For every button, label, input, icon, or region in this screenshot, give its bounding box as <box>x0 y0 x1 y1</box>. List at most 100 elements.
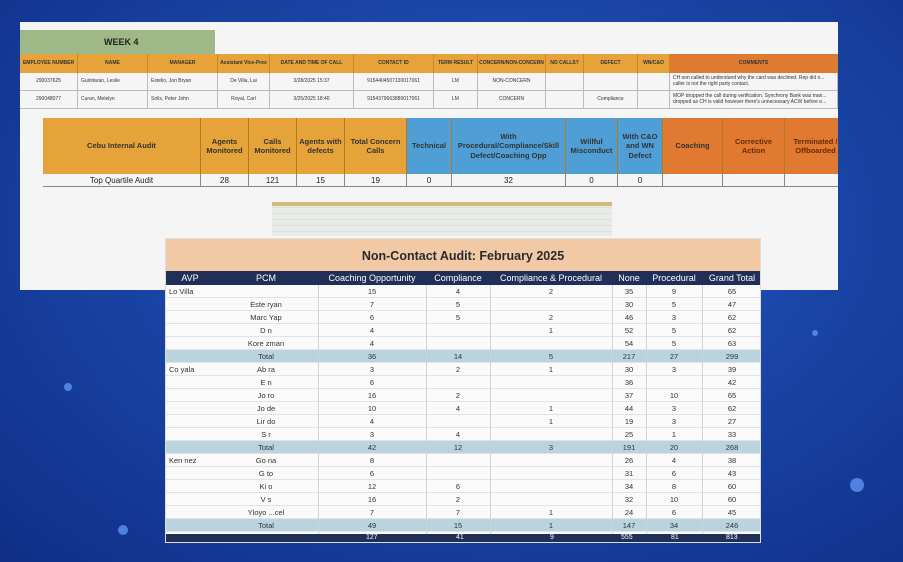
summary-header-willful[interactable]: Willful Misconduct <box>566 118 618 174</box>
audit-cell-none[interactable]: 217 <box>612 350 646 363</box>
audit-cell-co[interactable]: 16 <box>318 493 426 506</box>
audit-cell-proc[interactable]: 6 <box>646 506 702 519</box>
audit-cell-avp[interactable] <box>166 402 214 415</box>
audit-cell-gt[interactable]: 62 <box>702 311 760 324</box>
audit-cell-avp[interactable] <box>166 324 214 337</box>
audit-cell-cp[interactable]: 2 <box>490 311 612 324</box>
summary-procedural-value[interactable]: 32 <box>452 174 566 187</box>
audit-cell-proc[interactable]: 34 <box>646 519 702 532</box>
audit-cell-pcm[interactable]: Yloyo ...cel <box>214 506 318 519</box>
audit-cell-gt[interactable]: 65 <box>702 285 760 298</box>
header-defect[interactable]: DEFECT <box>584 54 638 73</box>
audit-cell-co[interactable]: 3 <box>318 428 426 441</box>
summary-defects-value[interactable]: 15 <box>297 174 345 187</box>
col-pcm[interactable]: PCM <box>256 273 276 283</box>
audit-cell-co[interactable]: 16 <box>318 389 426 402</box>
audit-cell-comp[interactable]: 6 <box>426 480 490 493</box>
audit-cell-proc[interactable]: 3 <box>646 311 702 324</box>
term-result-cell[interactable]: LM <box>434 73 478 91</box>
audit-cell-pcm[interactable]: S r <box>214 428 318 441</box>
summary-header-corrective[interactable]: Corrective Action <box>723 118 785 174</box>
employee-number[interactable]: 290037625 <box>20 73 78 91</box>
audit-cell-gt[interactable]: 60 <box>702 480 760 493</box>
audit-cell-avp[interactable] <box>166 493 214 506</box>
audit-cell-proc[interactable]: 3 <box>646 402 702 415</box>
audit-cell-proc[interactable]: 10 <box>646 493 702 506</box>
audit-cell-none[interactable]: 46 <box>612 311 646 324</box>
audit-cell-cp[interactable] <box>490 480 612 493</box>
audit-cell-gt[interactable]: 299 <box>702 350 760 363</box>
audit-cell-gt[interactable]: 62 <box>702 402 760 415</box>
summary-coaching-value[interactable] <box>663 174 723 187</box>
audit-cell-gt[interactable]: 42 <box>702 376 760 389</box>
wn-co-cell[interactable] <box>638 73 670 91</box>
audit-cell-co[interactable]: 36 <box>318 350 426 363</box>
audit-cell-cp[interactable]: 5 <box>490 350 612 363</box>
audit-cell-pcm[interactable]: Marc Yap <box>214 311 318 324</box>
audit-cell-gt[interactable]: 43 <box>702 467 760 480</box>
audit-cell-proc[interactable]: 3 <box>646 363 702 376</box>
audit-cell-comp[interactable] <box>426 454 490 467</box>
audit-cell-gt[interactable]: 39 <box>702 363 760 376</box>
audit-cell-comp[interactable]: 2 <box>426 493 490 506</box>
audit-cell-avp[interactable] <box>166 480 214 493</box>
contact-id-cell[interactable]: 9154379663880017061 <box>354 91 434 109</box>
audit-cell-comp[interactable] <box>426 467 490 480</box>
audit-cell-proc[interactable]: 8 <box>646 480 702 493</box>
audit-cell-proc[interactable]: 1 <box>646 428 702 441</box>
audit-cell-pcm[interactable]: Lir do <box>214 415 318 428</box>
audit-cell-co[interactable]: 3 <box>318 363 426 376</box>
audit-cell-none[interactable]: 37 <box>612 389 646 402</box>
audit-cell-pcm[interactable]: Este ryan <box>214 298 318 311</box>
grand-total-compliance[interactable]: 41 <box>456 534 464 541</box>
avp-cell[interactable]: Royal, Carl <box>218 91 270 109</box>
audit-cell-pcm[interactable] <box>214 285 318 298</box>
summary-header-technical[interactable]: Technical <box>407 118 452 174</box>
audit-cell-gt[interactable]: 65 <box>702 389 760 402</box>
audit-cell-pcm[interactable]: Total <box>214 441 318 454</box>
summary-audit-name[interactable]: Top Quartile Audit <box>43 174 201 187</box>
audit-cell-cp[interactable]: 1 <box>490 402 612 415</box>
audit-cell-avp[interactable] <box>166 350 214 363</box>
summary-co-wn-value[interactable]: 0 <box>618 174 663 187</box>
grand-total-none[interactable]: 555 <box>621 534 633 541</box>
summary-header-agents[interactable]: Agents Monitored <box>201 118 249 174</box>
audit-cell-gt[interactable]: 246 <box>702 519 760 532</box>
audit-cell-pcm[interactable]: Ki o <box>214 480 318 493</box>
audit-cell-comp[interactable]: 4 <box>426 285 490 298</box>
audit-cell-avp[interactable] <box>166 298 214 311</box>
audit-cell-co[interactable]: 6 <box>318 467 426 480</box>
audit-cell-co[interactable]: 4 <box>318 337 426 350</box>
concern-cell[interactable]: CONCERN <box>478 91 546 109</box>
summary-header-procedural[interactable]: With Procedural/Compliance/Skill Defect/… <box>452 118 566 174</box>
audit-cell-proc[interactable]: 6 <box>646 467 702 480</box>
audit-cell-co[interactable]: 42 <box>318 441 426 454</box>
audit-cell-pcm[interactable]: Kore zman <box>214 337 318 350</box>
summary-header-terminated[interactable]: Terminated / Offboarded <box>785 118 838 174</box>
audit-cell-co[interactable]: 12 <box>318 480 426 493</box>
grand-total-coaching[interactable]: 127 <box>366 534 378 541</box>
header-name[interactable]: NAME <box>78 54 148 73</box>
col-grand-total[interactable]: Grand Total <box>708 273 756 283</box>
grand-total-comp-proc[interactable]: 9 <box>550 534 554 541</box>
defect-cell[interactable]: Compliance <box>584 91 638 109</box>
audit-cell-comp[interactable]: 5 <box>426 311 490 324</box>
col-compliance[interactable]: Compliance <box>434 273 482 283</box>
audit-cell-proc[interactable]: 4 <box>646 454 702 467</box>
audit-cell-cp[interactable] <box>490 467 612 480</box>
audit-cell-proc[interactable]: 5 <box>646 337 702 350</box>
employee-number[interactable]: 290048077 <box>20 91 78 109</box>
audit-cell-co[interactable]: 7 <box>318 506 426 519</box>
col-procedural[interactable]: Procedural <box>652 273 696 283</box>
manager-cell[interactable]: Estelio, Jon Bryan <box>148 73 218 91</box>
name-cell[interactable]: Guinitaran, Leslie <box>78 73 148 91</box>
audit-cell-cp[interactable] <box>490 298 612 311</box>
audit-cell-none[interactable]: 19 <box>612 415 646 428</box>
audit-cell-comp[interactable] <box>426 415 490 428</box>
audit-cell-cp[interactable]: 2 <box>490 285 612 298</box>
audit-cell-cp[interactable] <box>490 493 612 506</box>
term-result-cell[interactable]: LM <box>434 91 478 109</box>
audit-cell-none[interactable]: 191 <box>612 441 646 454</box>
audit-cell-co[interactable]: 6 <box>318 376 426 389</box>
comments-cell[interactable]: CH son called to understand why the card… <box>670 73 838 91</box>
